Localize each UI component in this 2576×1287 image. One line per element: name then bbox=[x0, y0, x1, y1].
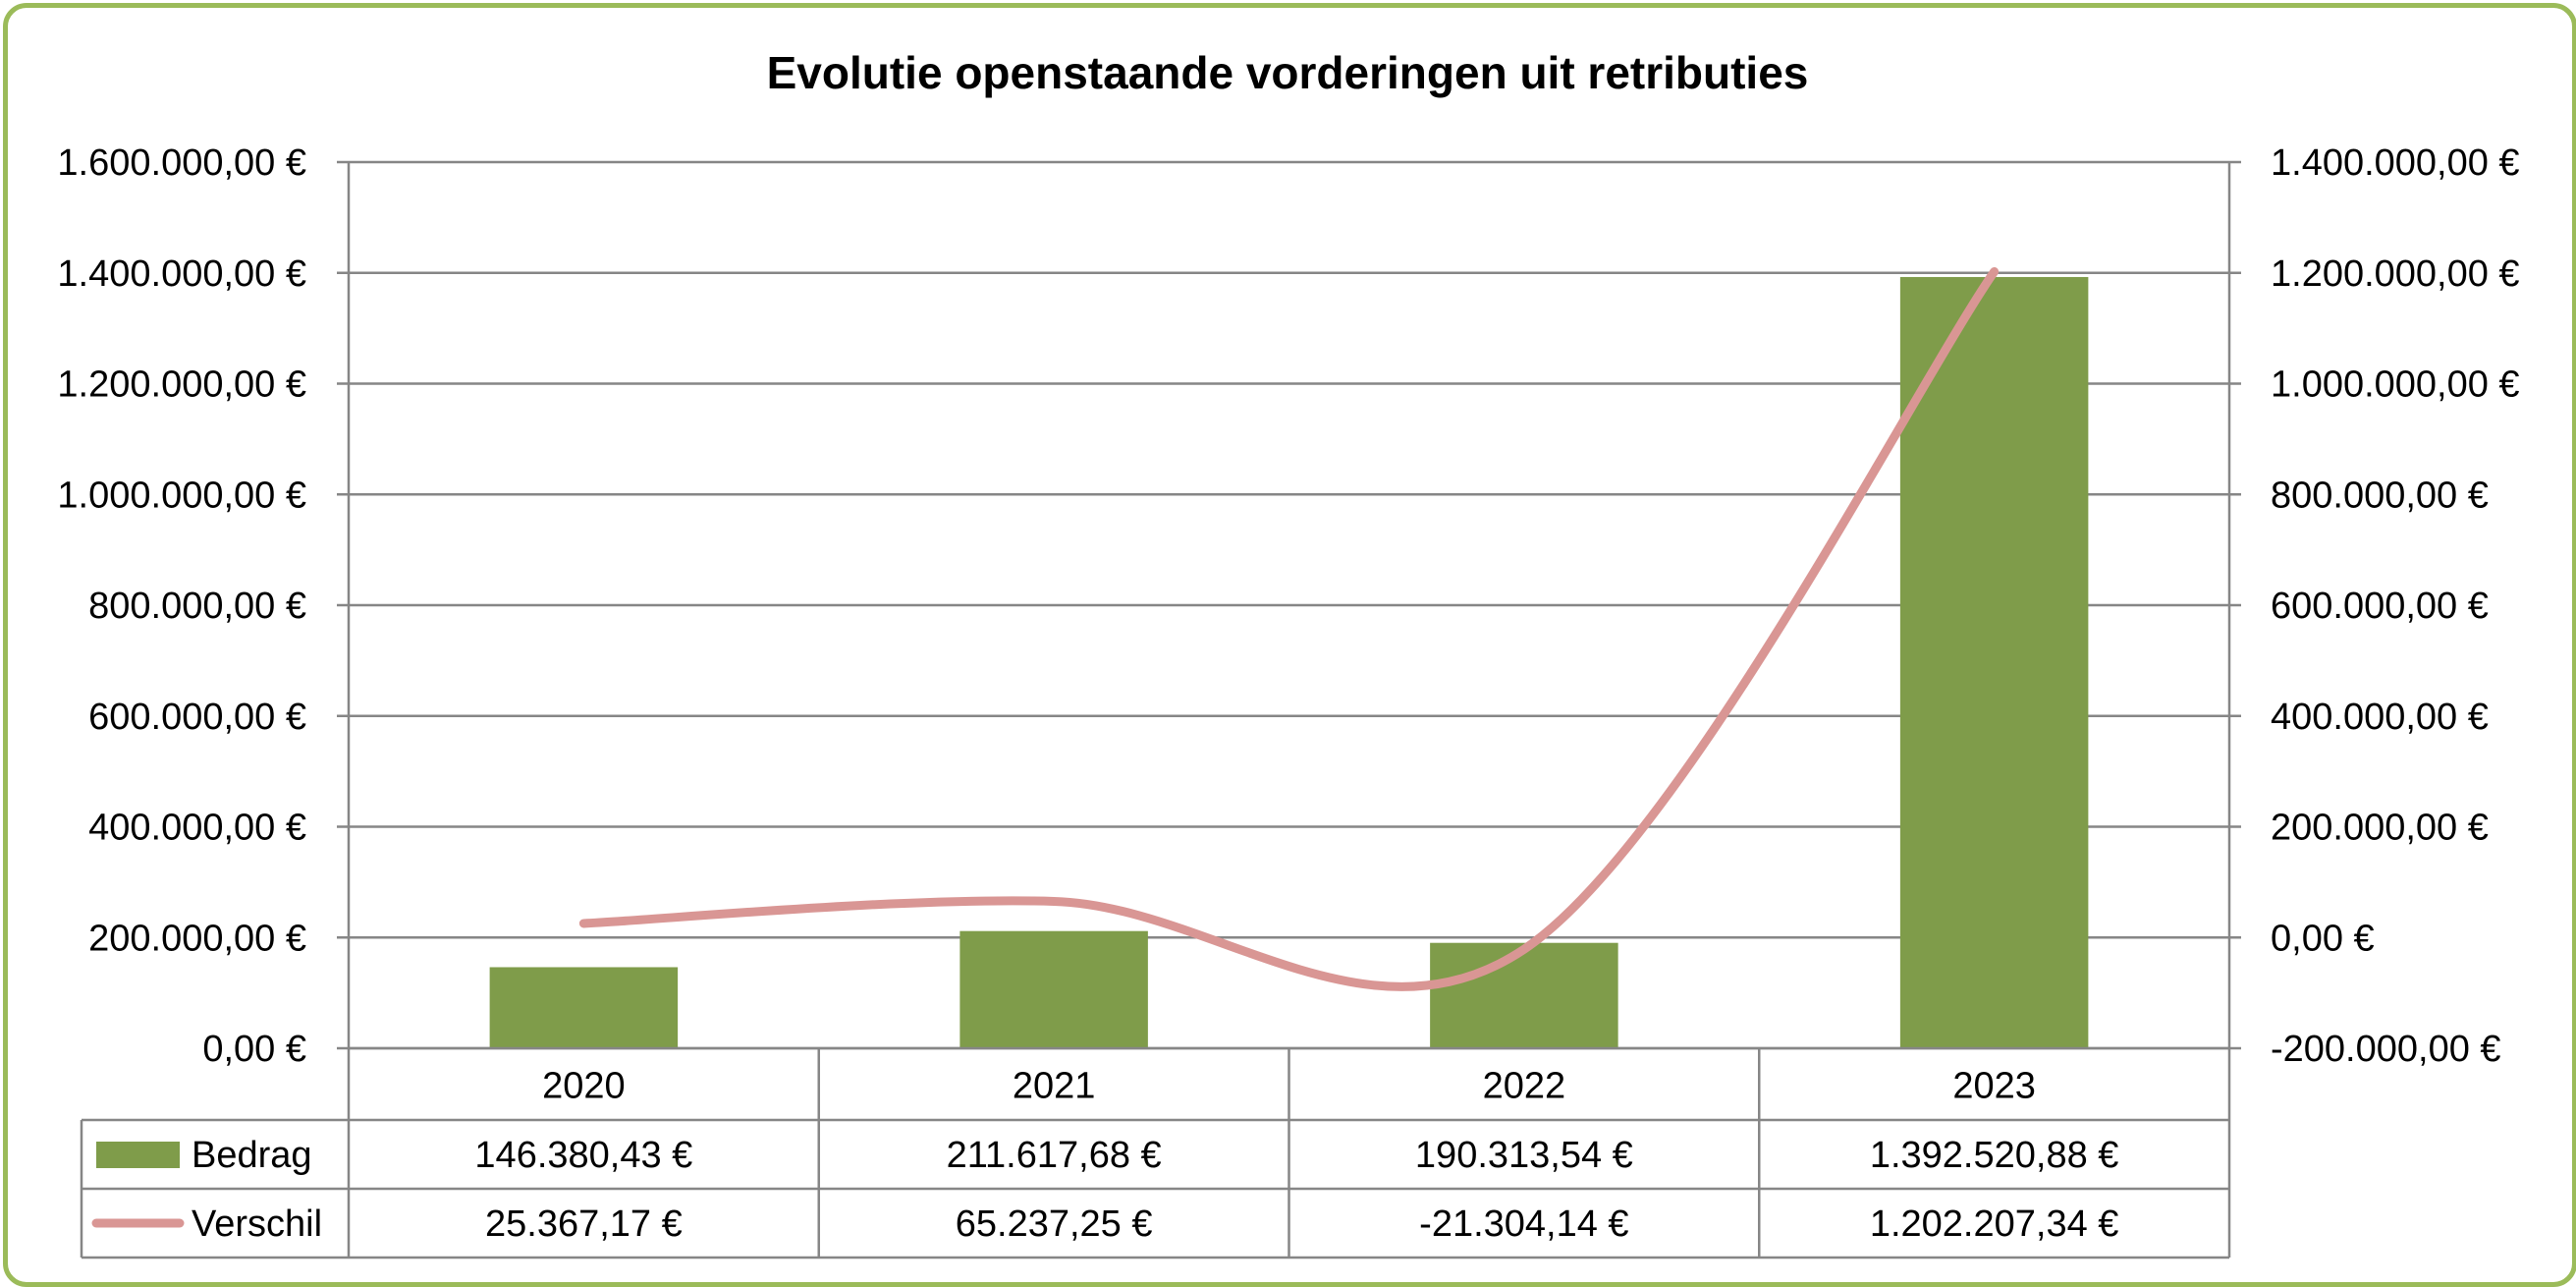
legend-key-bedrag bbox=[96, 1142, 180, 1168]
left-tick-label: 1.400.000,00 € bbox=[57, 253, 306, 295]
data-label: 1.392.520,88 € bbox=[1870, 1135, 2119, 1176]
bar-2021 bbox=[959, 931, 1148, 1048]
left-tick-label: 1.000.000,00 € bbox=[57, 475, 306, 516]
left-tick-label: 400.000,00 € bbox=[88, 808, 306, 849]
line-series bbox=[583, 271, 1994, 986]
bar-2022 bbox=[1430, 943, 1618, 1048]
left-tick-label: 800.000,00 € bbox=[88, 586, 306, 627]
bar-2020 bbox=[490, 967, 679, 1048]
bar-2023 bbox=[1900, 277, 2089, 1048]
right-tick-label: 600.000,00 € bbox=[2271, 586, 2489, 627]
data-label: -21.304,14 € bbox=[1419, 1203, 1628, 1245]
data-label: 25.367,17 € bbox=[485, 1203, 683, 1245]
bar-series bbox=[490, 277, 2089, 1048]
category-label: 2022 bbox=[1483, 1066, 1566, 1107]
category-label: 2021 bbox=[1013, 1066, 1096, 1107]
left-tick-label: 200.000,00 € bbox=[88, 918, 306, 959]
legend-label-bedrag: Bedrag bbox=[192, 1135, 312, 1176]
right-tick-label: 1.200.000,00 € bbox=[2271, 253, 2520, 295]
right-tick-label: 800.000,00 € bbox=[2271, 475, 2489, 516]
data-label: 190.313,54 € bbox=[1415, 1135, 1633, 1176]
right-axis: -200.000,00 € 0,00 € 200.000,00 € 400.000,0… bbox=[2229, 142, 2520, 1070]
left-tick-label: 1.600.000,00 € bbox=[57, 142, 306, 184]
data-label: 146.380,43 € bbox=[474, 1135, 692, 1176]
line-verschil bbox=[583, 272, 1994, 987]
right-tick-label: 1.000.000,00 € bbox=[2271, 364, 2520, 406]
left-axis: 0,00 € 200.000,00 € 400.000,00 € 600.000,00… bbox=[57, 142, 349, 1070]
data-label: 65.237,25 € bbox=[956, 1203, 1153, 1245]
right-tick-label: 0,00 € bbox=[2271, 918, 2375, 959]
left-tick-label: 600.000,00 € bbox=[88, 697, 306, 738]
data-label: 1.202.207,34 € bbox=[1870, 1203, 2119, 1245]
chart-title: Evolutie openstaande vorderingen uit ret… bbox=[767, 47, 1809, 98]
right-tick-label: 200.000,00 € bbox=[2271, 808, 2489, 849]
category-label: 2023 bbox=[1952, 1066, 2036, 1107]
left-tick-label: 0,00 € bbox=[202, 1029, 306, 1070]
legend-label-verschil: Verschil bbox=[192, 1203, 322, 1245]
right-tick-label: 400.000,00 € bbox=[2271, 697, 2489, 738]
right-tick-label: -200.000,00 € bbox=[2271, 1029, 2501, 1070]
data-label: 211.617,68 € bbox=[947, 1135, 1162, 1176]
data-table: 2020 2021 2022 2023 Bedrag 146.380,43 € 211.61… bbox=[82, 1048, 2229, 1258]
right-tick-label: 1.400.000,00 € bbox=[2271, 142, 2520, 184]
left-tick-label: 1.200.000,00 € bbox=[57, 364, 306, 406]
category-label: 2020 bbox=[542, 1066, 626, 1107]
